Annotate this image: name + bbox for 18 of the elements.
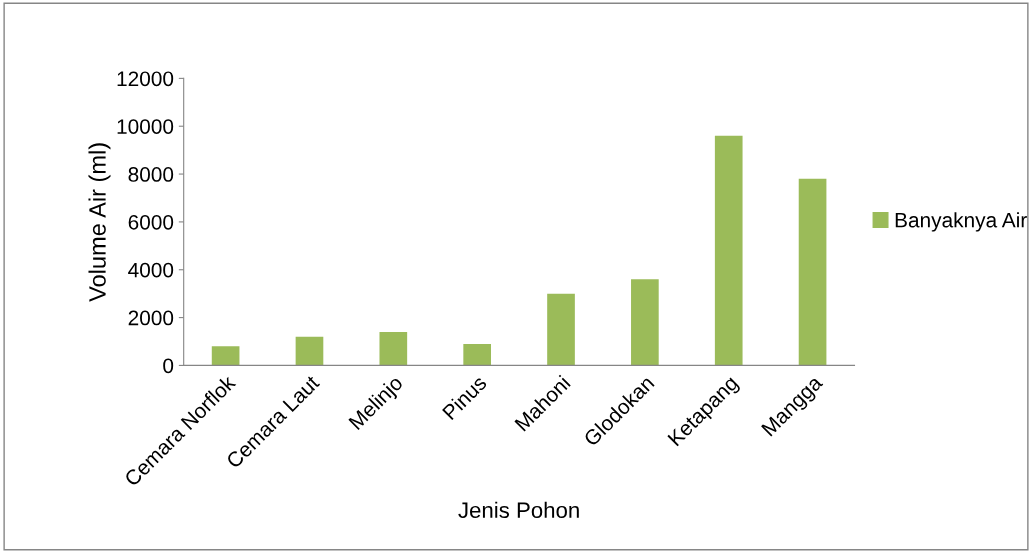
y-axis-title: Volume Air (ml) bbox=[88, 143, 111, 302]
y-tick-label: 6000 bbox=[128, 214, 174, 230]
bar bbox=[547, 293, 575, 366]
bar bbox=[714, 135, 743, 366]
y-tick-label: 0 bbox=[163, 358, 174, 374]
y-tick-label: 8000 bbox=[128, 167, 174, 182]
y-tick-label: 12000 bbox=[117, 71, 174, 87]
bar bbox=[631, 279, 659, 366]
y-tick-label: 2000 bbox=[128, 310, 174, 326]
bar bbox=[798, 178, 827, 366]
legend-label: Banyaknya Air bbox=[895, 212, 1027, 232]
bar bbox=[211, 346, 240, 366]
x-axis-title: Jenis Pohon bbox=[458, 501, 579, 519]
y-tick-label: 10000 bbox=[117, 119, 174, 134]
bar bbox=[463, 343, 492, 366]
y-tick-label: 4000 bbox=[128, 262, 174, 278]
bar bbox=[295, 336, 324, 366]
bar bbox=[379, 331, 408, 366]
